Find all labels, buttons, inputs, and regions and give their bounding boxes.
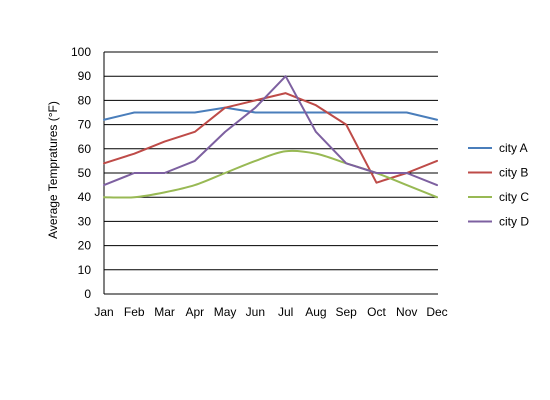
y-tick-label: 80 [78, 93, 92, 107]
x-tick-label: Jul [278, 305, 293, 319]
y-tick-label: 100 [71, 45, 91, 59]
x-tick-label: Sep [336, 305, 358, 319]
y-tick-label: 40 [78, 190, 92, 204]
y-tick-label: 50 [78, 166, 92, 180]
x-tick-label: Mar [154, 305, 175, 319]
y-tick-label: 20 [78, 239, 92, 253]
y-axis-title: Average Tempratures (°F) [46, 101, 60, 239]
y-tick-label: 70 [78, 118, 92, 132]
y-tick-label: 90 [78, 69, 92, 83]
y-tick-label: 10 [78, 263, 92, 277]
legend-label: city B [499, 166, 528, 180]
series-line-city-b [103, 92, 438, 184]
x-tick-label: Feb [124, 305, 145, 319]
series-line-city-d [103, 75, 438, 187]
series-line-city-a [103, 106, 438, 121]
y-tick-label: 30 [78, 214, 92, 228]
y-tick-labels: 0 10 20 30 40 50 60 70 80 90 100 [71, 45, 91, 301]
series-line-city-c [103, 149, 438, 199]
legend-label: city A [499, 141, 528, 155]
x-tick-label: Nov [396, 305, 417, 319]
series-lines [103, 75, 438, 199]
x-tick-label: Jan [94, 305, 113, 319]
y-tick-label: 60 [78, 142, 92, 156]
x-tick-label: Apr [185, 305, 204, 319]
x-tick-label: Aug [305, 305, 326, 319]
x-tick-label: May [214, 305, 237, 319]
x-tick-labels: Jan Feb Mar Apr May Jun Jul Aug Sep Oct Nov Dec [94, 305, 447, 319]
legend: city A city B city C city D [468, 141, 529, 229]
legend-label: city C [499, 190, 529, 204]
x-tick-label: Dec [426, 305, 447, 319]
x-tick-label: Jun [246, 305, 265, 319]
x-tick-label: Oct [367, 305, 386, 319]
y-tick-label: 0 [84, 287, 91, 301]
legend-label: city D [499, 215, 529, 229]
